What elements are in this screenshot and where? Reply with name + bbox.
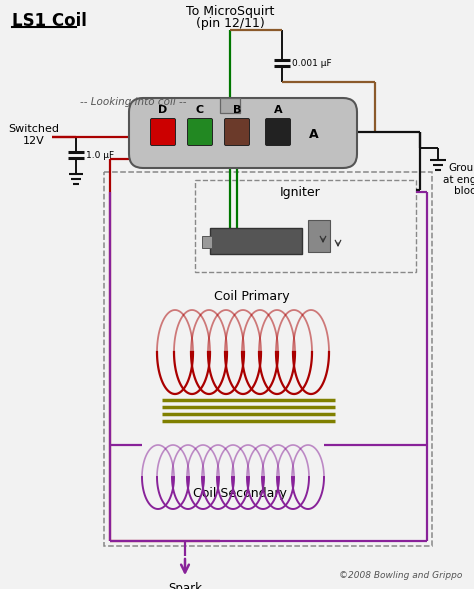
Text: To MicroSquirt: To MicroSquirt xyxy=(186,5,274,18)
Text: Switched
12V: Switched 12V xyxy=(8,124,59,146)
Text: -- Looking into coil --: -- Looking into coil -- xyxy=(80,97,186,107)
FancyBboxPatch shape xyxy=(265,118,291,145)
Text: A: A xyxy=(273,105,283,115)
Text: ©2008 Bowling and Grippo: ©2008 Bowling and Grippo xyxy=(338,571,462,580)
Text: 0.001 μF: 0.001 μF xyxy=(292,59,332,68)
Text: A: A xyxy=(309,127,319,141)
Text: Ground
at engine
block: Ground at engine block xyxy=(443,163,474,196)
FancyBboxPatch shape xyxy=(151,118,175,145)
Text: LS1 Coil: LS1 Coil xyxy=(12,12,87,30)
FancyBboxPatch shape xyxy=(188,118,212,145)
Text: Igniter: Igniter xyxy=(280,186,320,199)
Text: Coil Primary: Coil Primary xyxy=(214,290,290,303)
Text: 1.0 μF: 1.0 μF xyxy=(86,151,114,160)
Text: C: C xyxy=(196,105,204,115)
Text: Spark
Plug: Spark Plug xyxy=(168,582,202,589)
Bar xyxy=(308,220,330,252)
Bar xyxy=(220,98,240,113)
Text: Coil Secondary: Coil Secondary xyxy=(193,487,287,500)
Bar xyxy=(202,236,212,248)
Text: B: B xyxy=(233,105,241,115)
FancyBboxPatch shape xyxy=(129,98,357,168)
FancyBboxPatch shape xyxy=(225,118,249,145)
Bar xyxy=(210,228,302,254)
Text: (pin 12/11): (pin 12/11) xyxy=(196,17,264,30)
Text: D: D xyxy=(158,105,168,115)
